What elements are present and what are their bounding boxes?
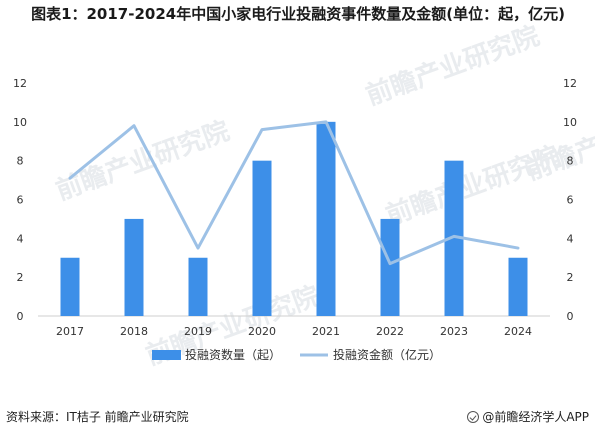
bar (508, 257, 528, 316)
bar (188, 257, 208, 316)
legend-label: 投融资数量（起） (185, 347, 281, 362)
bar (60, 257, 80, 316)
source-note: 资料来源：IT桔子 前瞻产业研究院 (6, 410, 189, 424)
legend-label: 投融资金额（亿元） (333, 347, 441, 362)
y-left-tick-label: 10 (13, 116, 27, 129)
brand-text: @前瞻经济学人APP (482, 410, 589, 424)
chart-canvas: 前瞻产业研究院前瞻产业研究院前瞻产业研究院前瞻产业研究院前瞻产业研究院02468… (13, 20, 595, 371)
y-left-tick-label: 6 (17, 194, 24, 207)
y-left-tick-label: 0 (17, 310, 24, 323)
brand-logo-icon (467, 410, 480, 423)
y-left-tick-label: 8 (17, 155, 24, 168)
x-tick-label: 2018 (120, 325, 148, 338)
bar (316, 121, 336, 316)
y-left-tick-label: 12 (13, 77, 27, 90)
watermark-text: 前瞻产业研究院 (362, 20, 544, 111)
y-right-tick-label: 12 (563, 77, 577, 90)
y-left-tick-label: 4 (17, 232, 24, 245)
x-tick-label: 2022 (376, 325, 404, 338)
x-tick-label: 2024 (504, 325, 532, 338)
y-right-tick-label: 2 (567, 271, 574, 284)
line-series (68, 120, 520, 266)
x-tick-label: 2021 (312, 325, 340, 338)
bar (124, 218, 144, 316)
brand-credit: @前瞻经济学人APP (467, 408, 589, 425)
x-tick-label: 2023 (440, 325, 468, 338)
y-right-tick-label: 0 (567, 310, 574, 323)
y-right-tick-label: 4 (567, 232, 574, 245)
x-tick-label: 2017 (56, 325, 84, 338)
x-tick-label: 2020 (248, 325, 276, 338)
chart-title: 图表1：2017-2024年中国小家电行业投融资事件数量及金额(单位：起，亿元) (31, 5, 565, 23)
bar (380, 218, 400, 316)
x-tick-label: 2019 (184, 325, 212, 338)
bar (252, 160, 272, 316)
y-right-tick-label: 8 (567, 155, 574, 168)
watermark-text: 前瞻产业研究院 (522, 95, 595, 186)
y-right-tick-label: 6 (567, 194, 574, 207)
legend-swatch-bar (152, 350, 181, 360)
watermark-text: 前瞻产业研究院 (52, 115, 234, 206)
y-left-tick-label: 2 (17, 271, 24, 284)
bar (444, 160, 464, 316)
y-right-tick-label: 10 (563, 116, 577, 129)
